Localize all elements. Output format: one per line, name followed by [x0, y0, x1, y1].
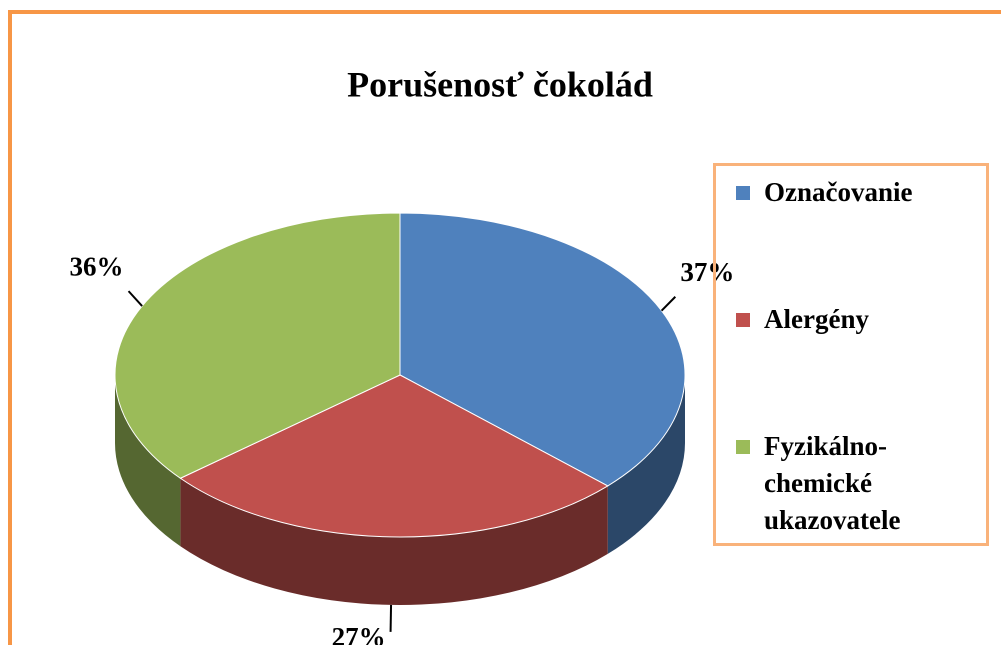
leader-line: [660, 296, 677, 312]
pie: 37% 27% 36%: [70, 212, 734, 645]
legend-item: Alergény: [736, 301, 981, 338]
slice-side: [607, 375, 685, 554]
data-label: 36%: [70, 251, 124, 281]
legend-swatch: [736, 186, 750, 200]
frame: [8, 10, 1001, 645]
legend-label: Fyzikálno-chemické ukazovatele: [764, 431, 901, 535]
legend-item: Označovanie: [736, 174, 981, 211]
chart-title: Porušenosť čokolád: [347, 64, 653, 104]
leader-line: [127, 290, 143, 307]
slice-side: [180, 478, 608, 605]
legend: Označovanie Alergény Fyzikálno-chemické uk…: [713, 163, 989, 546]
data-label: 27%: [332, 622, 386, 645]
data-label: 37%: [680, 257, 734, 287]
legend-label: Označovanie: [764, 177, 913, 207]
slice: [179, 374, 609, 538]
legend-item: Fyzikálno-chemické ukazovatele: [736, 428, 981, 539]
legend-swatch: [736, 313, 750, 327]
legend-swatch: [736, 440, 750, 454]
slice-side: [115, 375, 181, 547]
legend-label: Alergény: [764, 304, 869, 334]
